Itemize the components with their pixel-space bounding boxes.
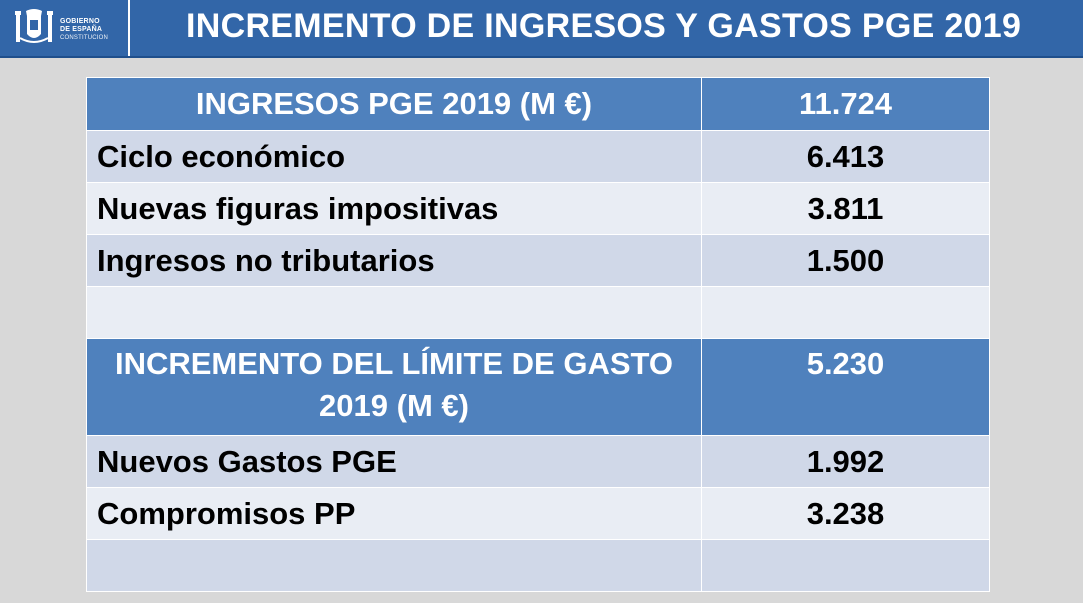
row-label: Nuevos Gastos PGE xyxy=(86,435,702,488)
empty-cell xyxy=(86,539,702,592)
empty-row xyxy=(86,539,990,592)
empty-cell xyxy=(701,286,990,339)
row-label: Ciclo económico xyxy=(86,130,702,183)
spending-header-row: INCREMENTO DEL LÍMITE DE GASTO 2019 (M €… xyxy=(86,338,990,436)
table-row: Ciclo económico 6.413 xyxy=(86,130,990,183)
table-row: Compromisos PP 3.238 xyxy=(86,487,990,540)
empty-cell xyxy=(701,539,990,592)
row-label: Nuevas figuras impositivas xyxy=(86,182,702,235)
government-logo: GOBIERNO DE ESPAÑA CONSTITUCIÓN xyxy=(0,0,130,56)
income-header-label: INGRESOS PGE 2019 (M €) xyxy=(86,77,702,131)
empty-cell xyxy=(86,286,702,339)
row-label: Compromisos PP xyxy=(86,487,702,540)
slide-header: GOBIERNO DE ESPAÑA CONSTITUCIÓN INCREMEN… xyxy=(0,0,1083,58)
row-value: 1.992 xyxy=(701,435,990,488)
budget-table: INGRESOS PGE 2019 (M €) 11.724 Ciclo eco… xyxy=(86,77,990,592)
coat-of-arms-icon xyxy=(15,9,53,43)
row-value: 1.500 xyxy=(701,234,990,287)
row-label: Ingresos no tributarios xyxy=(86,234,702,287)
spending-header-value: 5.230 xyxy=(701,338,990,436)
slide-title: INCREMENTO DE INGRESOS Y GASTOS PGE 2019 xyxy=(186,7,1022,45)
empty-row xyxy=(86,286,990,339)
income-header-row: INGRESOS PGE 2019 (M €) 11.724 xyxy=(86,77,990,131)
table-row: Ingresos no tributarios 1.500 xyxy=(86,234,990,287)
row-value: 3.238 xyxy=(701,487,990,540)
spending-header-label: INCREMENTO DEL LÍMITE DE GASTO 2019 (M €… xyxy=(86,338,702,436)
row-value: 3.811 xyxy=(701,182,990,235)
logo-text: GOBIERNO DE ESPAÑA CONSTITUCIÓN xyxy=(60,18,109,41)
table-row: Nuevas figuras impositivas 3.811 xyxy=(86,182,990,235)
table-row: Nuevos Gastos PGE 1.992 xyxy=(86,435,990,488)
row-value: 6.413 xyxy=(701,130,990,183)
income-header-value: 11.724 xyxy=(701,77,990,131)
